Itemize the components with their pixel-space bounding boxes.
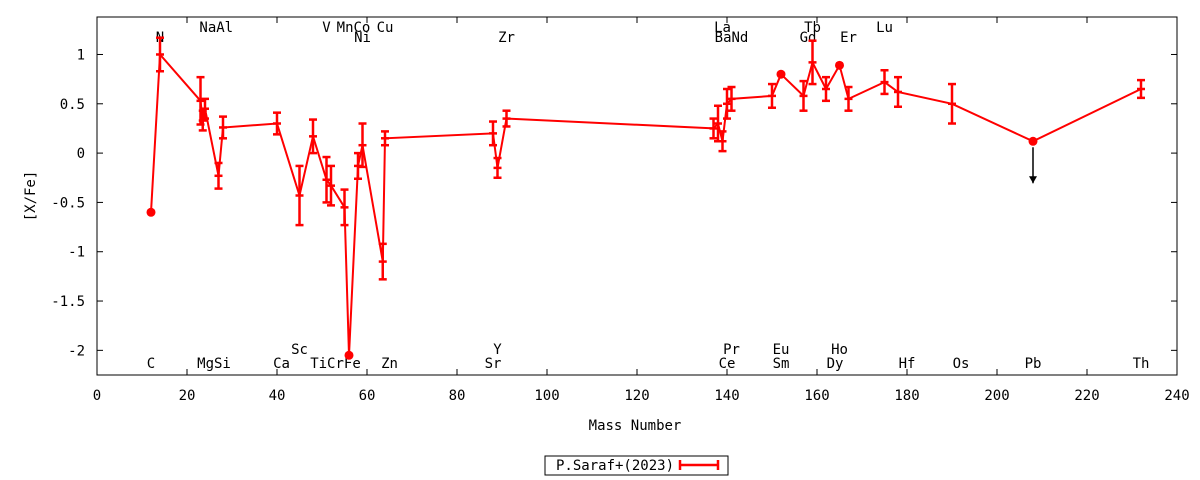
element-label: Hf <box>899 356 916 372</box>
element-label: MnCo <box>337 20 371 36</box>
element-label: Eu <box>773 342 790 358</box>
y-tick-label: -2 <box>68 343 85 359</box>
element-label: Cu <box>377 20 394 36</box>
y-tick-label: -1 <box>68 245 85 261</box>
data-point <box>835 60 844 70</box>
data-point <box>776 69 786 79</box>
element-label: V <box>322 20 331 36</box>
element-label: La <box>714 20 731 36</box>
x-tick-label: 100 <box>534 388 559 404</box>
x-tick-label: 180 <box>894 388 919 404</box>
element-label: Y <box>493 342 502 358</box>
element-label: Ca <box>273 356 290 372</box>
element-label: Ni <box>354 30 371 46</box>
element-label: Os <box>953 356 970 372</box>
x-tick-label: 80 <box>449 388 466 404</box>
x-tick-label: 140 <box>714 388 739 404</box>
element-label: Ho <box>831 342 848 358</box>
x-tick-label: 220 <box>1074 388 1099 404</box>
element-label: Pr <box>723 342 740 358</box>
x-tick-labels: 0 20 40 60 80 100 120 140 160 180 200 220 240 <box>93 388 1190 404</box>
x-tick-label: 60 <box>359 388 376 404</box>
series-line <box>150 51 1142 356</box>
element-label: Gd <box>800 30 817 46</box>
element-labels: NNaAlVMnCoNiCuZrLaBaNdTbGdErLuScYPrEuHoC… <box>147 20 1150 372</box>
y-tick-label: -0.5 <box>51 195 85 211</box>
legend: P.Saraf+(2023) <box>544 455 729 476</box>
y-tick-label: 0.5 <box>60 97 85 113</box>
element-label: NaAl <box>199 20 233 36</box>
element-label: Ce <box>719 356 736 372</box>
element-label: Lu <box>876 20 893 36</box>
element-label: Sc <box>291 342 308 358</box>
upper-limit-arrowhead <box>1029 176 1037 184</box>
element-label: BaNd <box>715 30 749 46</box>
x-axis-label: Mass Number <box>589 418 682 434</box>
element-label: Zn <box>381 356 398 372</box>
axis-ticks <box>96 17 1178 375</box>
element-label: Sr <box>485 356 502 372</box>
element-label: TiCrFe <box>310 356 361 372</box>
x-tick-label: 40 <box>269 388 286 404</box>
x-tick-label: 0 <box>93 388 101 404</box>
legend-box <box>544 455 729 476</box>
x-tick-label: 160 <box>804 388 829 404</box>
plot-frame <box>96 16 1178 376</box>
element-label: Sm <box>773 356 790 372</box>
y-tick-label: 1 <box>77 47 85 63</box>
x-tick-label: 240 <box>1164 388 1189 404</box>
element-label: Er <box>840 30 857 46</box>
x-tick-label: 120 <box>624 388 649 404</box>
element-label: Dy <box>827 356 844 372</box>
x-tick-label: 200 <box>984 388 1009 404</box>
series-p-saraf-2023 <box>146 36 1145 360</box>
element-label: Th <box>1133 356 1150 372</box>
element-label: C <box>147 356 155 372</box>
y-tick-label: -1.5 <box>51 294 85 310</box>
x-tick-label: 20 <box>179 388 196 404</box>
data-point <box>1028 136 1038 146</box>
y-axis-label: [X/Fe] <box>23 171 39 222</box>
element-label: Zr <box>498 30 515 46</box>
element-label: Tb <box>804 20 821 36</box>
y-tick-labels: -2 -1.5 -1 -0.5 0 0.5 1 <box>51 47 85 359</box>
element-label: Pb <box>1025 356 1042 372</box>
y-tick-label: 0 <box>77 146 85 162</box>
data-point <box>344 350 354 360</box>
data-point <box>146 207 156 217</box>
legend-label: P.Saraf+(2023) <box>556 458 674 474</box>
element-label: MgSi <box>197 356 231 372</box>
